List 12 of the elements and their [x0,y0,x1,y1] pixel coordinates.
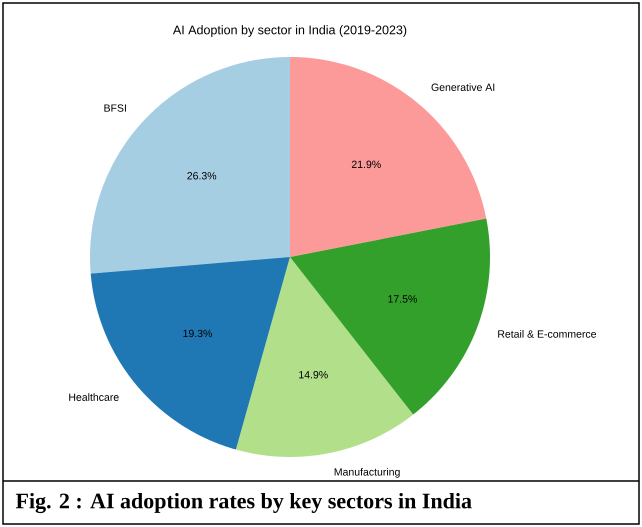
data-label: 19.3% [183,330,212,338]
slice-label: Retail & E-commerce [498,330,596,338]
data-label: 17.5% [388,295,417,303]
text: Fig. 2 : AI adoption rates by key sectors in India [16,492,472,514]
slice-label: Manufacturing [334,468,400,478]
slice-label: Generative AI [432,83,494,91]
slice-label: BFSI [104,104,126,112]
slice-label: Healthcare [69,393,119,401]
chart-title: AI Adoption by sector in India (2019-2023) [172,25,406,37]
data-label: 26.3% [187,172,216,180]
data-label: 14.9% [299,371,328,378]
data-label: 21.9% [352,160,381,168]
